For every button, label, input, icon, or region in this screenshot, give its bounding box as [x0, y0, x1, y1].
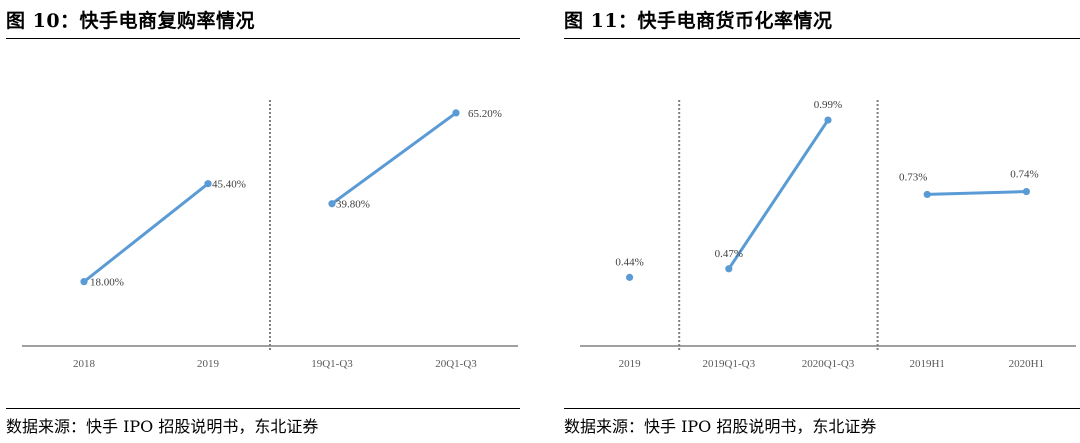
- x-tick-label: 2019: [619, 358, 642, 370]
- series-line: [330, 111, 458, 206]
- data-point: [452, 109, 460, 117]
- x-tick-label: 20Q1-Q3: [435, 358, 477, 370]
- x-tick-label: 2020H1: [1009, 358, 1044, 370]
- figure-title: 图 10：快手电商复购率情况: [6, 10, 256, 32]
- data-point: [1022, 187, 1030, 196]
- title-rule: [6, 38, 520, 39]
- data-point: [626, 273, 634, 281]
- data-label: 18.00%: [90, 277, 124, 289]
- series-line: [925, 190, 1028, 196]
- data-point: [328, 200, 336, 208]
- x-tick-label: 2018: [73, 358, 96, 370]
- source-rule: [6, 408, 520, 409]
- data-point: [204, 180, 212, 188]
- x-tick-label: 2019: [197, 358, 220, 370]
- data-label: 45.40%: [212, 179, 246, 191]
- data-label: 0.73%: [899, 171, 927, 183]
- data-label: 0.99%: [814, 99, 842, 111]
- data-label: 0.47%: [715, 248, 743, 260]
- series-line: [82, 182, 210, 284]
- x-tick-label: 2019H1: [909, 358, 944, 370]
- series-line: [727, 118, 830, 271]
- x-tick-label: 19Q1-Q3: [311, 358, 353, 370]
- data-source: 数据来源：快手 IPO 招股说明书，东北证券: [6, 417, 319, 436]
- figure-11: 图 11：快手电商货币化率情况 2019 2019Q1-Q3 2020Q1-Q3 20…: [558, 0, 1080, 443]
- source-rule: [564, 408, 1080, 409]
- data-point: [725, 265, 733, 273]
- data-source: 数据来源：快手 IPO 招股说明书，东北证券: [564, 417, 877, 436]
- title-rule: [564, 38, 1080, 39]
- data-label: 0.74%: [1010, 169, 1038, 181]
- data-point: [824, 116, 832, 124]
- data-point: [80, 278, 88, 286]
- data-point: [923, 190, 931, 199]
- figure-title: 图 11：快手电商货币化率情况: [564, 10, 833, 32]
- x-tick-label: 2019Q1-Q3: [703, 358, 756, 370]
- figure-10: 图 10：快手电商复购率情况 2018 2019 19Q1-Q3 20Q1-Q3 18.…: [0, 0, 520, 443]
- data-label: 39.80%: [336, 199, 370, 211]
- monetization-rate-chart: 2019 2019Q1-Q3 2020Q1-Q3 2019H1 2020H1 0.44% 0…: [580, 99, 1076, 370]
- x-tick-label: 2020Q1-Q3: [802, 358, 855, 370]
- data-label: 0.44%: [615, 256, 643, 268]
- repurchase-rate-chart: 2018 2019 19Q1-Q3 20Q1-Q3 18.00% 45.40% 39.80%…: [22, 100, 518, 370]
- data-label: 65.20%: [468, 108, 502, 120]
